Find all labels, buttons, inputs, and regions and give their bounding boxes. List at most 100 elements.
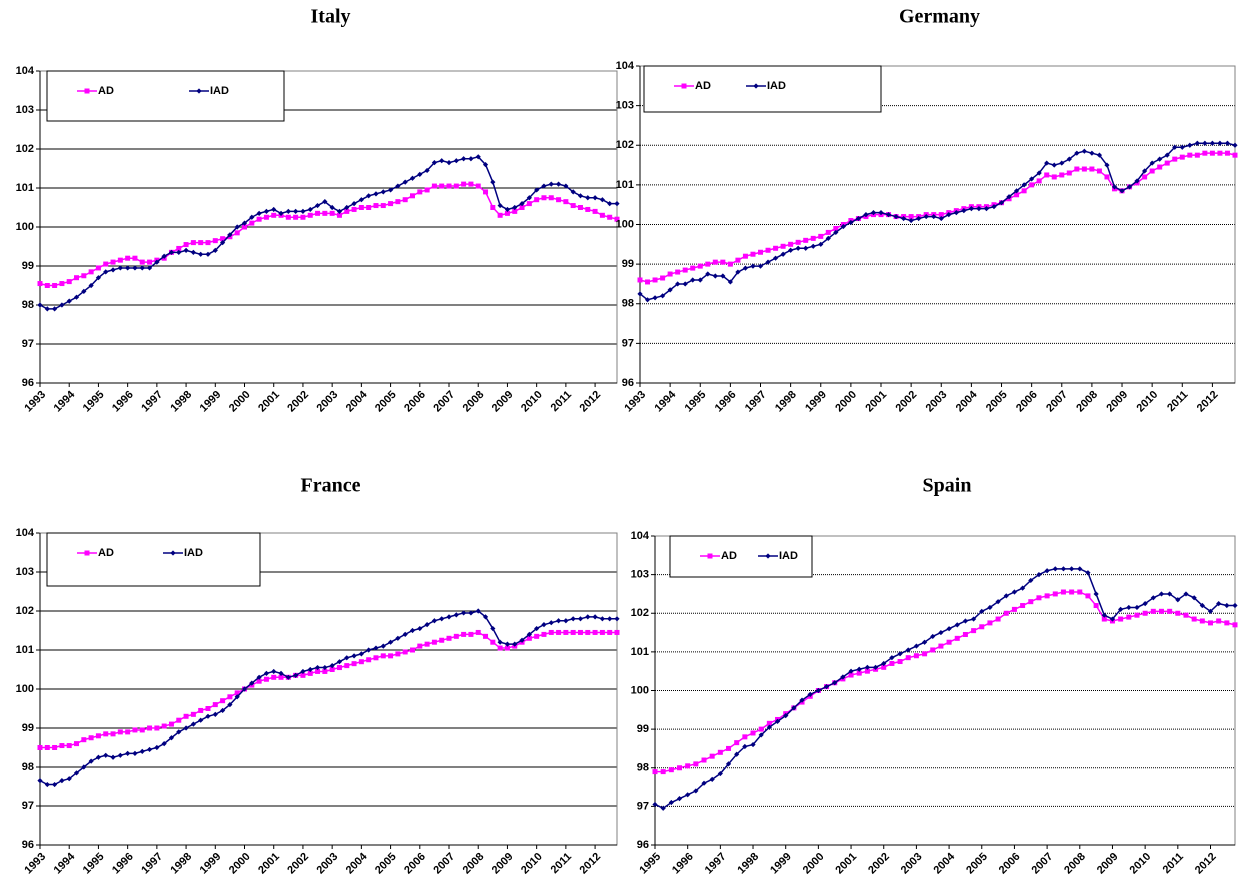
x-tick-label: 2003 [315, 389, 341, 415]
point-marker [241, 686, 248, 692]
point-marker [190, 249, 196, 255]
point-marker [938, 215, 944, 222]
point-marker [1224, 620, 1230, 626]
point-marker [1134, 612, 1140, 618]
x-tick-label: 1996 [110, 389, 136, 415]
point-marker [300, 214, 306, 220]
point-marker [190, 240, 196, 246]
y-tick-label: 96 [622, 377, 634, 389]
y-tick-label: 101 [16, 644, 34, 656]
point-marker [73, 294, 80, 300]
point-marker [1134, 178, 1140, 184]
x-tick-label: 2012 [1193, 851, 1219, 877]
x-tick-label: 2004 [931, 850, 957, 876]
point-marker [373, 645, 379, 651]
point-marker [848, 668, 854, 674]
point-marker [1069, 566, 1075, 572]
point-marker [660, 805, 666, 811]
point-marker [490, 625, 496, 632]
point-marker [1209, 150, 1215, 156]
point-marker [599, 212, 605, 218]
point-marker [970, 616, 977, 622]
point-marker [1199, 602, 1205, 609]
point-marker [132, 265, 138, 271]
point-marker [95, 275, 102, 281]
point-marker [293, 214, 299, 220]
legend-label: IAD [210, 85, 229, 97]
point-marker [293, 208, 299, 214]
point-marker [872, 664, 879, 670]
point-marker [1081, 148, 1087, 154]
y-tick-label: 96 [22, 377, 34, 389]
point-marker [1157, 156, 1163, 162]
point-marker [690, 277, 696, 283]
point-marker [446, 635, 452, 641]
point-marker [475, 629, 481, 635]
point-marker [1134, 604, 1140, 611]
point-marker [256, 674, 262, 680]
point-marker [908, 217, 914, 224]
x-tick-label: 1995 [81, 389, 107, 415]
point-marker [190, 721, 196, 727]
point-marker [1060, 566, 1067, 572]
point-marker [59, 743, 65, 749]
y-tick-label: 99 [637, 723, 649, 735]
point-marker [446, 160, 452, 166]
point-marker [212, 247, 218, 253]
point-marker [807, 691, 813, 697]
point-marker [938, 629, 944, 636]
y-tick-label: 103 [616, 100, 634, 112]
point-marker [693, 788, 699, 794]
point-marker [905, 647, 911, 653]
point-marker [139, 265, 145, 271]
point-marker [962, 618, 969, 624]
point-marker [242, 224, 248, 230]
point-marker [823, 684, 830, 690]
x-tick-label: 2001 [863, 389, 889, 415]
point-marker [249, 220, 255, 226]
point-marker [908, 214, 914, 220]
point-marker [475, 183, 481, 189]
point-marker [344, 204, 350, 211]
legend-label: AD [721, 550, 737, 562]
point-marker [1202, 140, 1208, 146]
x-tick-label: 2007 [431, 851, 457, 877]
point-marker [1142, 168, 1148, 174]
point-marker [37, 302, 43, 308]
point-marker [1119, 188, 1125, 194]
point-marker [285, 674, 291, 680]
point-marker [1044, 172, 1050, 178]
point-marker [395, 635, 401, 641]
point-marker [1021, 188, 1027, 194]
point-marker [1013, 188, 1020, 194]
point-marker [497, 212, 503, 218]
point-marker [366, 193, 372, 199]
point-marker [1202, 150, 1208, 156]
x-tick-label: 2003 [315, 851, 341, 877]
point-marker [132, 255, 138, 261]
point-marker [212, 702, 218, 708]
point-marker [534, 197, 540, 203]
point-marker [556, 629, 562, 635]
point-marker [37, 745, 43, 750]
point-marker [685, 763, 691, 769]
point-marker [263, 676, 269, 682]
point-marker [315, 668, 321, 674]
point-marker [336, 212, 342, 218]
x-tick-label: 1994 [52, 388, 78, 414]
point-marker [351, 653, 357, 659]
point-marker [73, 770, 80, 776]
point-marker [682, 281, 688, 287]
point-marker [84, 88, 90, 94]
point-marker [322, 664, 328, 671]
y-tick-label: 98 [22, 761, 34, 773]
point-marker [220, 698, 226, 704]
point-marker [483, 633, 489, 639]
point-marker [285, 214, 291, 220]
x-tick-label: 2001 [256, 389, 282, 415]
point-marker [717, 749, 723, 755]
point-marker [995, 616, 1001, 622]
x-tick-label: 1994 [653, 388, 679, 414]
x-tick-label: 1998 [773, 389, 799, 415]
